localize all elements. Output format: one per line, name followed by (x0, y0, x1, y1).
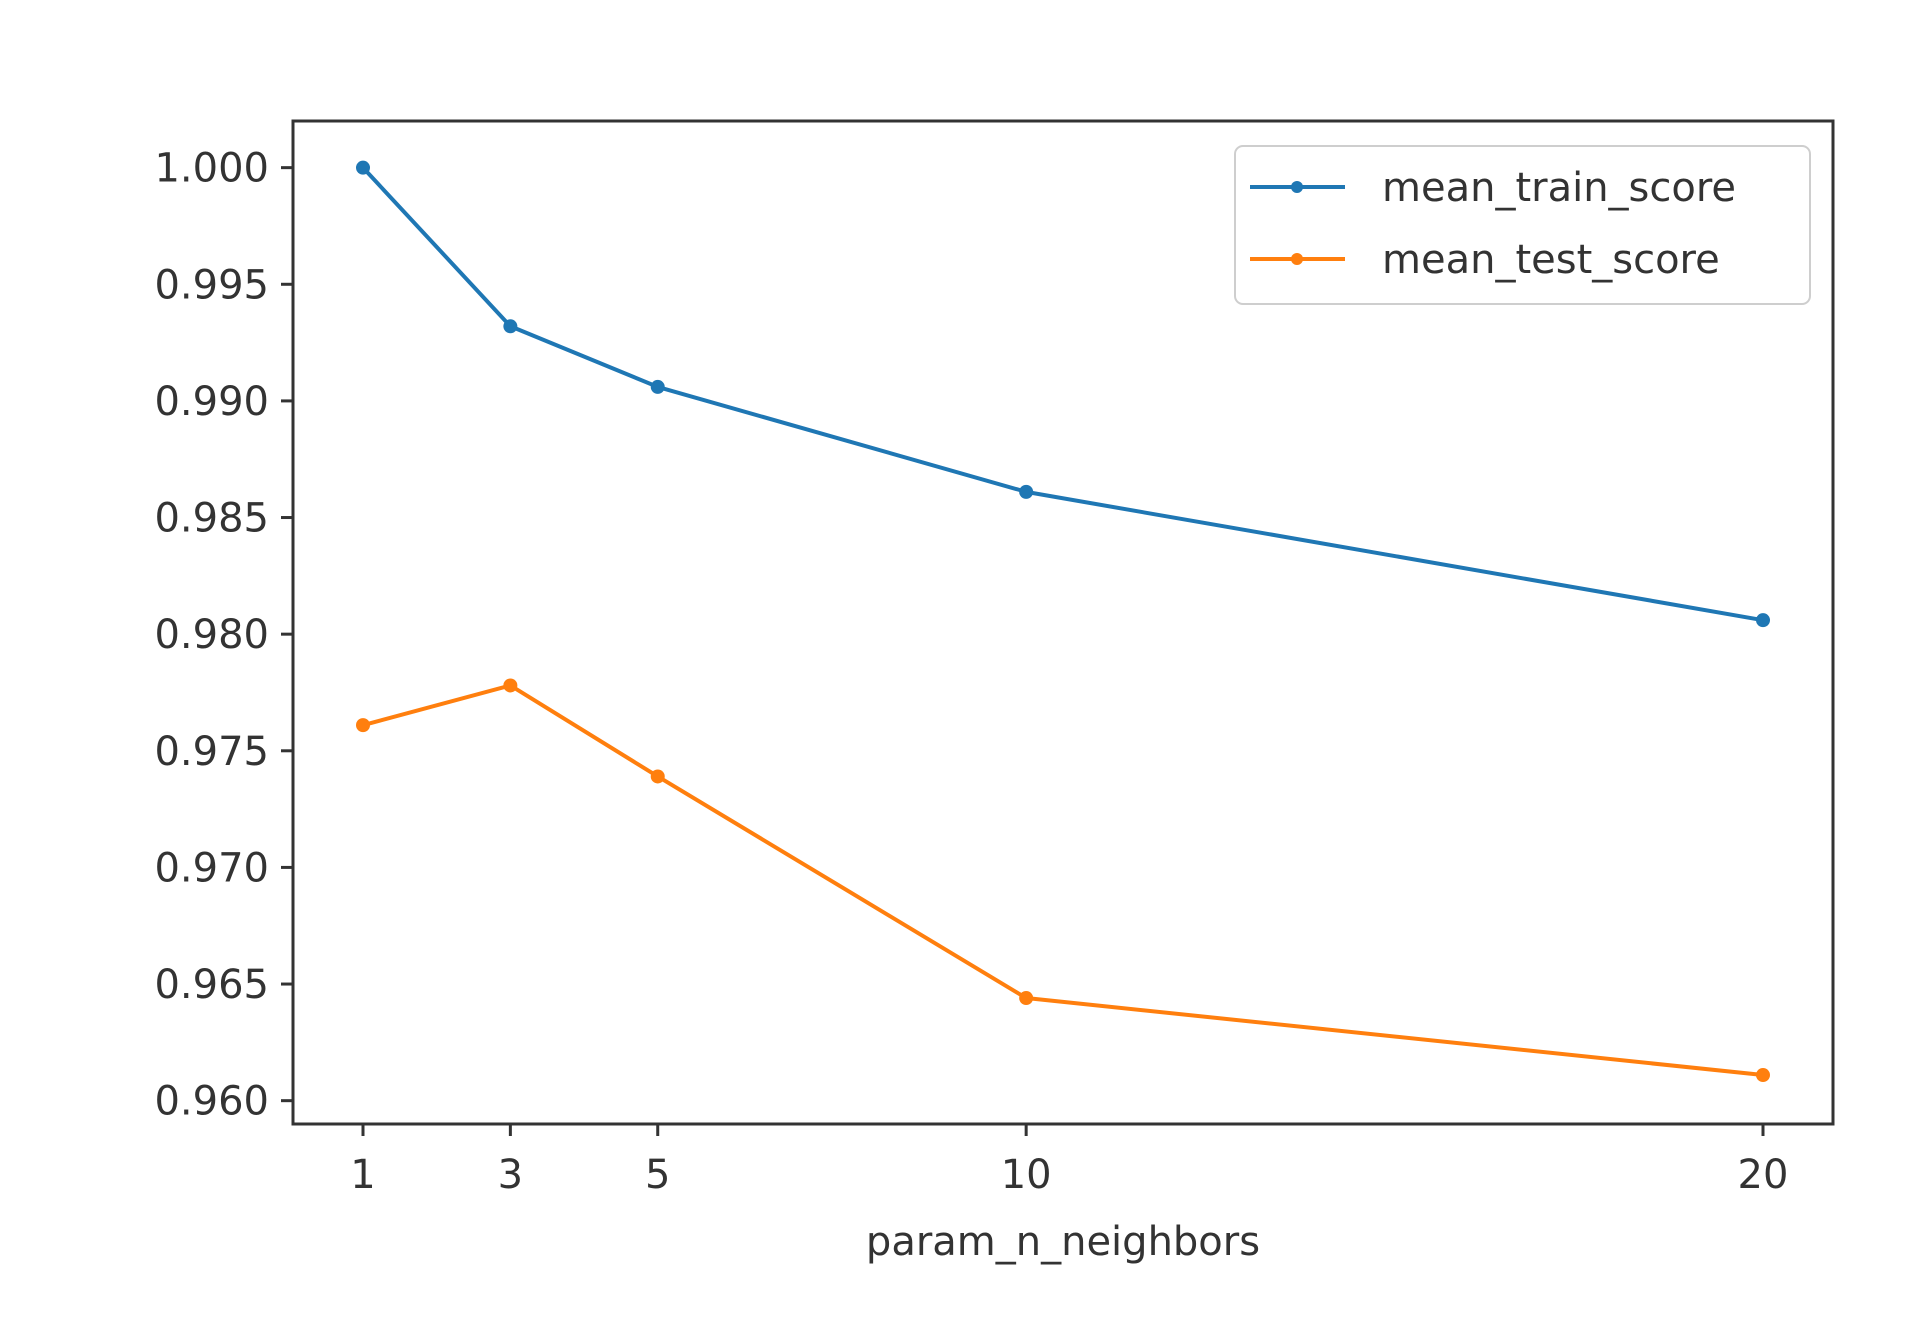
x-axis-label: param_n_neighbors (866, 1219, 1260, 1265)
legend-box (1234, 145, 1811, 305)
legend-label-mean-train-score: mean_train_score (1382, 165, 1736, 211)
y-axis: 0.960 0.965 0.970 0.975 0.980 0.985 0.990 0.995… (154, 146, 293, 1125)
data-point-mean-train-score (1019, 484, 1034, 499)
y-tick-label: 0.995 (154, 262, 269, 308)
data-point-mean-train-score (1756, 613, 1770, 628)
y-tick-label: 0.990 (154, 379, 269, 425)
y-tick-label: 0.975 (154, 729, 269, 775)
legend: mean_train_score mean_test_score (1234, 145, 1811, 305)
legend-marker-mean-test-score (1291, 253, 1303, 265)
x-tick-label: 5 (645, 1152, 670, 1198)
legend-marker-mean-train-score (1291, 181, 1303, 193)
data-point-mean-test-score (503, 678, 518, 693)
x-tick-label: 20 (1738, 1152, 1789, 1198)
data-point-mean-test-score (650, 769, 665, 784)
y-tick-label: 0.965 (154, 962, 269, 1008)
x-tick-label: 10 (1001, 1152, 1052, 1198)
data-point-mean-train-score (503, 319, 518, 334)
x-tick-label: 3 (498, 1152, 523, 1198)
y-tick-label: 0.970 (154, 845, 269, 891)
legend-label-mean-test-score: mean_test_score (1382, 237, 1720, 283)
series-layer (356, 160, 1770, 1083)
x-tick-label: 1 (350, 1152, 375, 1198)
data-point-mean-train-score (650, 379, 665, 394)
y-tick-label: 0.980 (154, 612, 269, 658)
y-tick-label: 0.960 (154, 1079, 269, 1125)
x-axis: 1 3 5 10 20 (350, 1124, 1788, 1198)
data-point-mean-test-score (356, 718, 370, 733)
data-point-mean-test-score (1019, 991, 1034, 1006)
data-point-mean-train-score (356, 160, 370, 175)
y-tick-label: 0.985 (154, 496, 269, 542)
y-tick-label: 1.000 (154, 146, 269, 192)
data-point-mean-test-score (1756, 1068, 1770, 1083)
